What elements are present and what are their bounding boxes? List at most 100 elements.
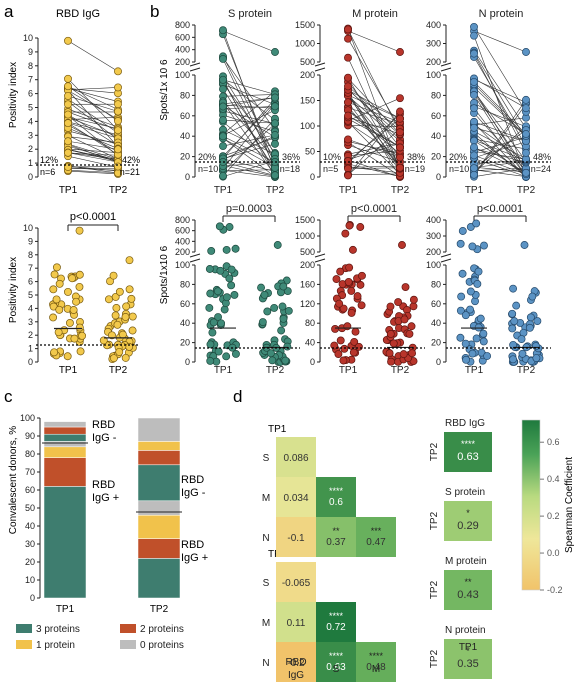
legend-swatch-two [120, 624, 136, 633]
rbd-igg-y-axis-tick-label: 1 [28, 158, 33, 168]
n-top-lower-axis-tick-label: 60 [431, 111, 441, 121]
tp2-cell [276, 602, 316, 642]
rbd-igg-point-tp2 [114, 145, 122, 154]
n-point-tp1 [470, 104, 478, 113]
s-pair-line [222, 102, 276, 176]
n-top-lower-axis-tick-label: 100 [426, 70, 441, 80]
n-pair-line [473, 155, 527, 175]
n-n-left: n=10 [449, 164, 469, 174]
bar-segment-tp2 [137, 450, 181, 466]
rbd-igg-pair-line [67, 135, 119, 160]
s-point-tp2 [271, 119, 279, 128]
n-bottom-point-tp2 [526, 313, 535, 322]
donor-chart-y-axis: 0 10 20 30 40 50 60 70 80 90 100 [20, 413, 41, 603]
tp2-igg-plus-label-1: RBD [181, 539, 204, 551]
m-bottom-point-tp2 [389, 339, 398, 348]
n-point-tp1 [470, 31, 478, 40]
tp2-igg-minus-label-2: IgG - [181, 487, 206, 499]
n-bottom-point-tp1 [462, 355, 470, 364]
n-top-lower-axis-tick-label: 40 [431, 131, 441, 141]
s-pair-line [222, 56, 276, 156]
rbd-igg-bottom-y-axis-tick-label: 5 [28, 290, 33, 300]
m-bottom-points [330, 220, 418, 366]
tp1-row-label: S [263, 453, 270, 464]
rbd-igg-bottom-point-tp1 [49, 313, 58, 322]
rbd-igg-bottom-point-tp1 [50, 348, 59, 357]
s-top-lower-axis-tick-label: 40 [180, 131, 190, 141]
n-pair-line [473, 139, 527, 161]
m-protein-panel: M protein1500100050020015010050010%n=538… [295, 8, 425, 376]
n-point-tp1 [470, 151, 478, 160]
n-bottom-lower-axis-tick-label: 0 [436, 357, 441, 367]
tp1-cell-value: 0.37 [326, 537, 346, 548]
m-bottom-upper-axis-tick-label: 1000 [295, 231, 315, 241]
n-pair-line [473, 121, 527, 141]
rbd-igg-bottom-point-tp1 [54, 328, 63, 337]
n-pair-line [473, 78, 527, 109]
rbd-igg-bottom-point-tp2 [109, 354, 118, 363]
m-pair-line [347, 117, 401, 135]
n-bottom-lower-axis-tick-label: 60 [431, 299, 441, 309]
m-bottom-point-tp2 [387, 357, 396, 366]
m-bottom-point-tp1 [354, 342, 363, 351]
m-bottom-lower-axis-tick-label: 200 [300, 260, 315, 270]
rbd-igg-point-tp1 [64, 110, 72, 119]
s-pair-line [222, 109, 276, 136]
m-pair-line [347, 78, 401, 135]
n-point-tp1 [470, 91, 478, 99]
legend-label-three: 3 proteins [36, 624, 80, 635]
n-pair-line [473, 124, 527, 162]
m-bottom-point-tp2 [385, 349, 394, 358]
m-point-tp1 [344, 25, 352, 34]
s-bottom-point-tp1 [220, 305, 229, 314]
m-point-tp1 [344, 157, 352, 165]
tp2-cell-stars: **** [329, 651, 344, 661]
rbd-igg-bottom-point-tp1 [63, 287, 72, 296]
m-pair-line [347, 38, 401, 129]
n-bottom-point-tp2 [517, 335, 526, 344]
n-pct-right: 48% [533, 152, 551, 162]
s-bottom-point-tp1 [209, 318, 218, 327]
n-bottom-point-tp2 [510, 317, 519, 326]
single-cell-stars: ** [464, 577, 472, 587]
s-bottom-point-tp2 [268, 356, 277, 365]
tp2-cell-value: 0.63 [326, 662, 346, 673]
m-bottom-point-tp1 [345, 221, 354, 230]
donor-chart-ylabel: Convalescent donors, % [8, 426, 19, 535]
n-pair-line [473, 35, 527, 178]
tp1-cell-stars: **** [329, 486, 344, 496]
m-pair-line [347, 150, 401, 157]
n-pair-line [473, 81, 527, 135]
m-pair-line [347, 115, 401, 148]
colorbar-tick-label: 0.6 [547, 437, 560, 447]
s-bottom-lower-axis-tick-label: 40 [180, 318, 190, 328]
heatmap-tp1-title: TP1 [268, 424, 287, 435]
m-bottom-point-tp1 [335, 299, 344, 308]
n-top-lower-axis-tick-label: 0 [436, 172, 441, 182]
s-bottom-point-tp1 [206, 357, 215, 365]
m-bottom-point-tp1 [357, 271, 366, 280]
m-top-lower-axis-tick-label: 150 [300, 96, 315, 106]
m-bottom-point-tp1 [339, 356, 348, 365]
n-bottom-xtick-tp2: TP2 [517, 365, 536, 376]
n-bottom-point-tp2 [532, 354, 541, 363]
s-pair-line [222, 118, 276, 177]
s-top-upper-axis-tick-label: 400 [175, 45, 190, 55]
rbd-igg-bottom-point-tp1 [65, 319, 74, 327]
bar-segment-tp2 [137, 441, 181, 451]
rbd-igg-bottom-point-tp2 [112, 304, 121, 312]
n-bottom-point-tp1 [456, 239, 465, 248]
tp2-cell [276, 642, 316, 682]
m-bottom-point-tp1 [353, 292, 362, 301]
s-bottom-point-tp1 [206, 340, 215, 349]
bar-segment-tp2 [137, 500, 181, 516]
rbd-igg-y-axis-tick-label: 10 [23, 33, 33, 43]
m-top-upper-axis-tick-label: 1000 [295, 39, 315, 49]
rbd-igg-pair-line [67, 116, 119, 120]
n-protein-title: N protein [479, 8, 524, 20]
bar-segment-tp1 [43, 421, 87, 428]
col-label-rbd: RBD [285, 657, 306, 668]
single-cell-ylabel: TP2 [429, 580, 440, 599]
n-bottom-point-tp2 [520, 241, 529, 249]
n-bottom-point-tp1 [458, 227, 467, 235]
